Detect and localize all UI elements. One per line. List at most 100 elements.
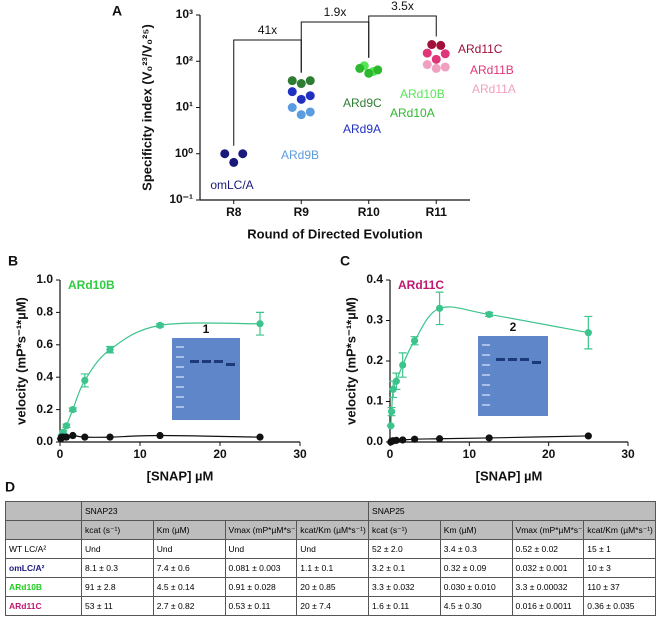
point xyxy=(305,107,315,117)
table-cell: 52 ± 2.0 xyxy=(368,539,441,559)
table-cell: 0.53 ± 0.11 xyxy=(224,596,298,616)
point xyxy=(62,433,70,441)
table-cell: 2.7 ± 0.82 xyxy=(152,596,226,616)
column-header: kcat (s⁻¹) xyxy=(81,520,154,540)
y-tick-label: 0.2 xyxy=(366,353,383,367)
y-tick-label: 0.4 xyxy=(36,369,53,383)
table-cell: 3.3 ± 0.00032 xyxy=(511,577,585,597)
gel-band xyxy=(532,361,541,364)
row-label: ARd10B xyxy=(5,577,82,597)
point xyxy=(399,436,407,444)
gel-ladder-band xyxy=(482,344,490,346)
point xyxy=(584,432,592,440)
point xyxy=(287,103,297,112)
y-tick-label: 1.0 xyxy=(36,272,53,286)
point xyxy=(220,149,230,159)
y-tick-label: 0.3 xyxy=(366,313,383,327)
y-tick-label: 10¹ xyxy=(176,100,193,114)
point xyxy=(387,422,395,430)
point xyxy=(431,54,441,64)
point xyxy=(431,63,441,73)
point xyxy=(422,60,432,70)
point xyxy=(81,376,89,385)
point xyxy=(440,62,450,72)
point xyxy=(392,436,400,444)
x-tick-label: 10 xyxy=(463,447,477,461)
point xyxy=(256,433,264,441)
point xyxy=(296,79,306,89)
gel-ladder-band xyxy=(176,356,184,358)
point xyxy=(229,157,239,167)
series-label: ARd11C xyxy=(398,278,444,292)
y-tick-label: 10⁰ xyxy=(175,146,193,160)
inset-label: 2 xyxy=(510,320,517,334)
point xyxy=(387,408,396,416)
x-tick-label: 10 xyxy=(133,447,147,461)
y-tick-label: 10⁻¹ xyxy=(169,192,193,206)
table-cell: 3.2 ± 0.1 xyxy=(368,558,441,578)
figure: A 10⁻¹ 10⁰ 10¹ 10² 10³ Specificity index (V₀²³… xyxy=(5,0,635,495)
y-tick-label: 0.1 xyxy=(366,394,383,408)
y-axis-label: velocity (mP*s⁻¹*µM) xyxy=(343,297,358,425)
gel-ladder-band xyxy=(176,406,184,408)
y-axis-label: velocity (mP*s⁻¹*µM) xyxy=(13,297,28,425)
x-axis-label: [SNAP] µM xyxy=(476,468,543,483)
point xyxy=(106,433,114,441)
series-label: ARd11B xyxy=(470,63,514,77)
series-label: ARd10B xyxy=(400,87,445,101)
point xyxy=(69,431,77,440)
table-cell: Und xyxy=(81,539,154,559)
gel-ladder-band xyxy=(482,384,490,386)
blank-cell xyxy=(5,520,82,540)
point xyxy=(410,435,419,443)
panel-label: D xyxy=(5,479,15,495)
y-tick-label: 10³ xyxy=(176,7,193,21)
column-header: Vmax (mP*µM*s⁻¹) xyxy=(511,520,585,540)
header-row: SNAP23 SNAP25 xyxy=(5,501,657,521)
annotation: 41x xyxy=(258,23,277,37)
series-label: ARd9A xyxy=(343,122,381,136)
table-cell: 10 ± 3 xyxy=(583,558,657,578)
gel-ladder-band xyxy=(482,354,490,356)
table-cell: Und xyxy=(296,539,370,559)
bracket xyxy=(368,15,437,58)
table-cell: 4.5 ± 0.30 xyxy=(439,596,513,616)
point xyxy=(410,337,419,345)
point xyxy=(287,87,297,97)
point xyxy=(296,94,306,104)
y-tick-label: 10² xyxy=(176,53,193,67)
gel-band xyxy=(496,358,505,361)
gel-ladder-band xyxy=(176,366,184,368)
x-axis-label: [SNAP] µM xyxy=(147,468,214,483)
gel-band xyxy=(190,360,199,363)
gel-ladder-band xyxy=(482,404,490,406)
column-header: Km (µM) xyxy=(439,520,513,540)
table-cell: 110 ± 37 xyxy=(583,577,657,597)
x-tick-label: 30 xyxy=(621,447,635,461)
column-header: Km (µM) xyxy=(152,520,226,540)
table-cell: 8.1 ± 0.3 xyxy=(81,558,154,578)
point xyxy=(435,435,444,443)
series-label: ARd10B xyxy=(68,278,115,292)
point xyxy=(156,321,164,329)
table-cell: 0.32 ± 0.09 xyxy=(439,558,513,578)
gel-ladder-band xyxy=(176,386,184,388)
series-label: ARd10A xyxy=(390,106,435,120)
row-label: omLC/A² xyxy=(5,558,82,578)
table-row: WT LC/A² Und Und Und Und 52 ± 2.0 3.4 ± 0.3 0.5… xyxy=(5,539,657,559)
point xyxy=(296,110,306,120)
series-label: omLC/A xyxy=(210,178,253,192)
group-header: SNAP23 xyxy=(80,501,370,521)
table-cell: Und xyxy=(224,539,298,559)
y-tick-label: 0.6 xyxy=(36,337,53,351)
x-tick-label: R9 xyxy=(294,205,310,219)
panel-label: C xyxy=(340,253,350,269)
y-tick-label: 0.0 xyxy=(36,434,53,448)
gel-band xyxy=(202,360,211,363)
series-label: ARd9C xyxy=(343,96,382,110)
y-tick-label: 0.0 xyxy=(366,434,383,448)
column-header: kcat/Km (µM*s⁻¹) xyxy=(583,520,657,540)
x-tick-label: 20 xyxy=(213,447,227,461)
point xyxy=(392,377,400,385)
point xyxy=(436,40,446,50)
